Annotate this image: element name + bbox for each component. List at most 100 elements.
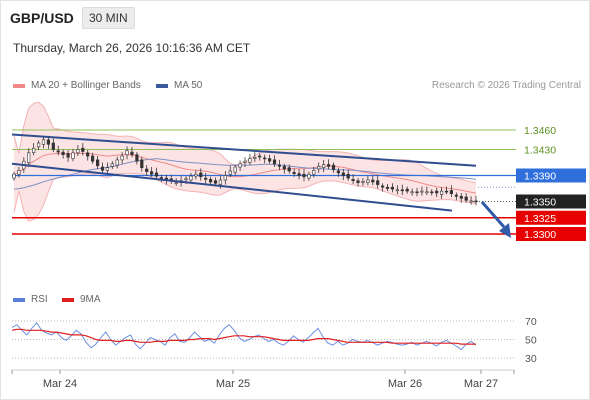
candle-body xyxy=(41,139,46,145)
forecast-arrow-shaft xyxy=(480,201,506,228)
candle-body xyxy=(272,159,277,165)
candle-body xyxy=(209,179,213,183)
candle-body xyxy=(263,157,267,160)
candle-body xyxy=(439,190,444,195)
candle-body xyxy=(213,180,218,184)
candle-body xyxy=(277,164,282,167)
candle-body xyxy=(390,186,395,190)
candle-body xyxy=(228,170,232,175)
candle-body xyxy=(243,160,247,163)
ma20-line xyxy=(13,152,477,194)
legend-label-ma20: MA 20 + Bollinger Bands xyxy=(31,80,141,91)
candle-body xyxy=(100,166,105,171)
candle-body xyxy=(194,173,198,177)
candle-body xyxy=(96,159,100,167)
level-tag-1.3390 xyxy=(516,168,586,183)
candle-body xyxy=(56,150,60,153)
level-label-1.3300: 1.3300 xyxy=(524,229,556,241)
legend-swatch-ma20 xyxy=(13,83,25,88)
candle-body xyxy=(346,173,350,179)
candle-body xyxy=(435,190,439,194)
candle-body xyxy=(238,163,242,168)
candle-body xyxy=(51,142,55,150)
candle-body xyxy=(444,190,449,193)
legend-swatch-ma50 xyxy=(156,83,168,88)
x-tick-label-mar-24: Mar 24 xyxy=(43,378,77,390)
rsi-tick-label-50: 50 xyxy=(525,335,537,347)
x-tick-label-mar-25: Mar 25 xyxy=(216,378,250,390)
candle-body xyxy=(36,142,41,148)
candle-body xyxy=(135,154,139,162)
candle-body xyxy=(154,172,159,177)
candle-body xyxy=(130,151,134,156)
symbol-title: GBP/USD xyxy=(10,10,74,26)
level-label-1.3350: 1.3350 xyxy=(524,197,556,209)
candle-body xyxy=(150,171,154,175)
legend-9ma: 9MA xyxy=(62,294,101,305)
candle-body xyxy=(395,189,400,192)
candle-body xyxy=(420,190,424,193)
candle-body xyxy=(371,179,375,183)
rsi-tick-label-30: 30 xyxy=(525,353,537,365)
candle-body xyxy=(321,164,326,169)
legend-swatch-9ma xyxy=(62,297,74,302)
candle-body xyxy=(405,188,409,192)
candle-body xyxy=(282,166,286,170)
level-label-1.3325: 1.3325 xyxy=(524,213,556,225)
candle-body xyxy=(385,186,390,189)
level-tag-1.3325 xyxy=(516,210,586,225)
candle-body xyxy=(331,164,336,170)
legend-label-9ma: 9MA xyxy=(80,294,101,305)
legend-label-rsi: RSI xyxy=(31,294,48,305)
candle-body xyxy=(366,179,370,183)
candle-body xyxy=(86,152,90,157)
credit-text: Research © 2026 Trading Central xyxy=(431,80,581,91)
candle-body xyxy=(297,173,301,176)
candle-body xyxy=(233,166,237,173)
candle-body xyxy=(17,170,21,175)
legend-label-ma50: MA 50 xyxy=(174,80,203,91)
candle-body xyxy=(204,177,208,180)
legend-rsi: RSI xyxy=(13,294,48,305)
level-tag-1.3300 xyxy=(516,227,586,241)
candle-body xyxy=(32,147,36,153)
candle-body xyxy=(105,167,109,171)
candle-body xyxy=(410,191,414,194)
candle-body xyxy=(66,153,70,158)
candle-body xyxy=(184,178,188,181)
candle-body xyxy=(449,190,454,195)
timeframe-badge[interactable]: 30 MIN xyxy=(82,7,135,29)
x-tick-label-mar-27: Mar 27 xyxy=(464,378,498,390)
forecast-arrow-head xyxy=(499,223,511,238)
candle-body xyxy=(218,179,223,185)
candle-body xyxy=(46,139,50,145)
candle-body xyxy=(351,179,355,181)
candle-body xyxy=(287,167,291,172)
candle-body xyxy=(115,159,119,166)
candle-body xyxy=(464,196,468,201)
candle-body xyxy=(27,152,31,163)
level-label-1.3460: 1.3460 xyxy=(524,125,556,137)
channel-upper-line xyxy=(11,133,477,167)
candle-body xyxy=(400,189,404,192)
candle-body xyxy=(430,191,434,194)
candle-body xyxy=(81,147,85,152)
candle-body xyxy=(336,170,341,174)
candle-body xyxy=(125,150,129,156)
rsi-9ma-line xyxy=(11,328,476,345)
candle-body xyxy=(159,177,164,179)
candle-body xyxy=(376,180,380,185)
candle-body xyxy=(253,157,257,159)
x-tick-label-mar-26: Mar 26 xyxy=(388,378,422,390)
timestamp-label: Thursday, March 26, 2026 10:16:36 AM CET xyxy=(13,41,251,55)
candle-body xyxy=(474,200,478,203)
candle-body xyxy=(425,191,429,194)
candle-body xyxy=(71,152,75,159)
candle-body xyxy=(469,200,473,203)
candle-body xyxy=(361,181,365,183)
candle-body xyxy=(199,172,203,178)
candle-body xyxy=(120,155,124,161)
legend-ma20-bollinger: MA 20 + Bollinger Bands xyxy=(13,80,141,91)
candle-body xyxy=(91,155,95,162)
candle-body xyxy=(174,182,178,184)
